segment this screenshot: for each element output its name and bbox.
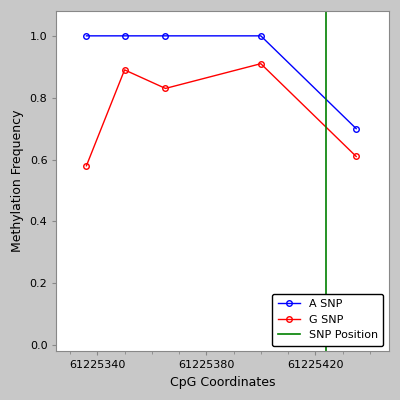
G SNP	[122, 68, 127, 72]
A SNP	[163, 34, 168, 38]
Y-axis label: Methylation Frequency: Methylation Frequency	[11, 110, 24, 252]
G SNP	[258, 61, 263, 66]
A SNP	[258, 34, 263, 38]
A SNP	[354, 126, 358, 131]
X-axis label: CpG Coordinates: CpG Coordinates	[170, 376, 276, 389]
G SNP	[163, 86, 168, 91]
Line: A SNP: A SNP	[84, 33, 359, 132]
Line: G SNP: G SNP	[84, 61, 359, 168]
A SNP	[84, 34, 89, 38]
G SNP	[84, 163, 89, 168]
A SNP	[122, 34, 127, 38]
G SNP	[354, 154, 358, 159]
Legend: A SNP, G SNP, SNP Position: A SNP, G SNP, SNP Position	[272, 294, 383, 346]
